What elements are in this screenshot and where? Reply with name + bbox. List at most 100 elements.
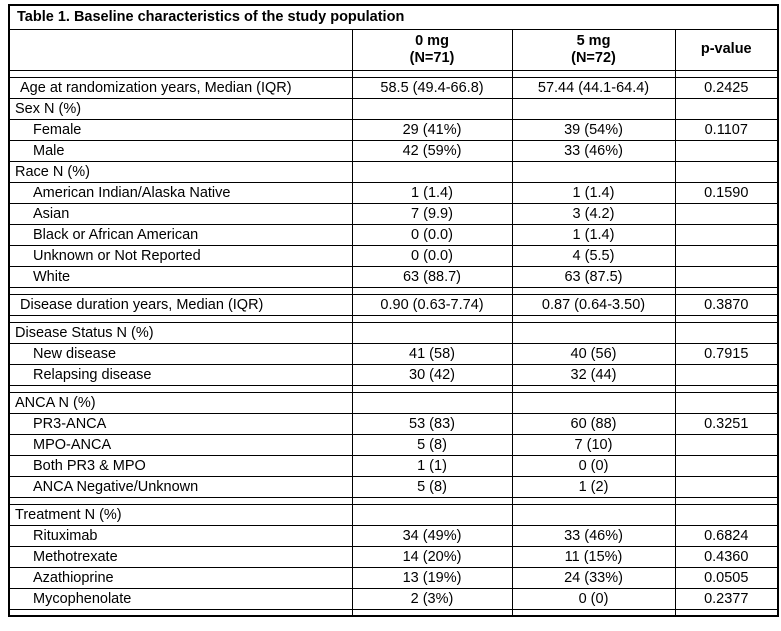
spacer-cell (8, 496, 353, 505)
value-5mg-cell: 57.44 (44.1-64.4) (511, 76, 676, 99)
value-0mg-cell (351, 503, 513, 526)
value-5mg-cell: 3 (4.2) (511, 202, 676, 225)
value-5mg-cell (511, 391, 676, 414)
spacer-row (8, 496, 779, 505)
p-value-cell (674, 244, 779, 267)
p-value-cell: 0.1107 (674, 118, 779, 141)
p-value-cell (674, 160, 779, 183)
p-value-cell: 0.3251 (674, 412, 779, 435)
spacer-row (8, 314, 779, 323)
value-5mg-cell: 0.87 (0.64-3.50) (511, 293, 676, 316)
row-label-cell: Unknown or Not Reported (8, 244, 353, 267)
baseline-characteristics-table: Table 1. Baseline characteristics of the… (8, 4, 779, 617)
spacer-cell (674, 314, 779, 323)
row-label-cell: Azathioprine (8, 566, 353, 589)
table-title: Table 1. Baseline characteristics of the… (8, 4, 779, 30)
spacer-cell (8, 384, 353, 393)
spacer-cell (351, 314, 513, 323)
row-label-cell: ANCA N (%) (8, 391, 353, 414)
column-header-5mg: 5 mg (N=72) (511, 28, 676, 71)
table-row: Azathioprine 13 (19%) 24 (33%) 0.0505 (8, 566, 779, 589)
table-row: Disease duration years, Median (IQR) 0.90… (8, 293, 779, 316)
column-header-5mg-dose: 5 mg (576, 32, 611, 49)
column-header-5mg-n: (N=72) (571, 49, 616, 66)
row-label-cell: Both PR3 & MPO (8, 454, 353, 477)
spacer-cell (8, 286, 353, 295)
row-label-cell: New disease (8, 342, 353, 365)
p-value-cell (674, 475, 779, 498)
spacer-cell (511, 496, 676, 505)
table-row: Methotrexate 14 (20%) 11 (15%) 0.4360 (8, 545, 779, 568)
row-label-cell: American Indian/Alaska Native (8, 181, 353, 204)
value-0mg-cell: 53 (83) (351, 412, 513, 435)
p-value-cell: 0.6824 (674, 524, 779, 547)
table-row: Relapsing disease 30 (42) 32 (44) (8, 363, 779, 386)
value-0mg-cell: 5 (8) (351, 433, 513, 456)
spacer-row (8, 608, 779, 617)
p-value-cell (674, 433, 779, 456)
row-label-cell: PR3-ANCA (8, 412, 353, 435)
row-label-cell: Disease duration years, Median (IQR) (8, 293, 353, 316)
value-5mg-cell: 1 (1.4) (511, 181, 676, 204)
p-value-cell: 0.3870 (674, 293, 779, 316)
table-body: Age at randomization years, Median (IQR)… (8, 69, 779, 617)
column-header-0mg-dose: 0 mg (415, 32, 449, 49)
p-value-cell (674, 503, 779, 526)
spacer-row (8, 69, 779, 78)
value-5mg-cell: 63 (87.5) (511, 265, 676, 288)
p-value-cell (674, 223, 779, 246)
spacer-cell (351, 69, 513, 78)
table-row: Unknown or Not Reported 0 (0.0) 4 (5.5) (8, 244, 779, 267)
p-value-cell (674, 454, 779, 477)
spacer-cell (674, 286, 779, 295)
value-0mg-cell (351, 97, 513, 120)
value-5mg-cell (511, 160, 676, 183)
value-5mg-cell: 11 (15%) (511, 545, 676, 568)
p-value-cell: 0.4360 (674, 545, 779, 568)
table-row: PR3-ANCA 53 (83) 60 (88) 0.3251 (8, 412, 779, 435)
table-row: American Indian/Alaska Native 1 (1.4) 1 (1… (8, 181, 779, 204)
value-5mg-cell: 7 (10) (511, 433, 676, 456)
table-row: Sex N (%) (8, 97, 779, 120)
value-5mg-cell (511, 503, 676, 526)
spacer-cell (351, 384, 513, 393)
row-label-cell: Rituximab (8, 524, 353, 547)
p-value-cell (674, 321, 779, 344)
table-row: New disease 41 (58) 40 (56) 0.7915 (8, 342, 779, 365)
column-header-pvalue: p-value (674, 28, 779, 71)
value-5mg-cell (511, 97, 676, 120)
value-5mg-cell: 32 (44) (511, 363, 676, 386)
column-header-row: 0 mg (N=71) 5 mg (N=72) p-value (8, 28, 779, 71)
row-label-cell: Treatment N (%) (8, 503, 353, 526)
row-label-cell: Female (8, 118, 353, 141)
row-label-cell: Sex N (%) (8, 97, 353, 120)
table-row: ANCA Negative/Unknown 5 (8) 1 (2) (8, 475, 779, 498)
value-0mg-cell: 14 (20%) (351, 545, 513, 568)
value-0mg-cell: 58.5 (49.4-66.8) (351, 76, 513, 99)
spacer-cell (8, 314, 353, 323)
value-5mg-cell: 33 (46%) (511, 524, 676, 547)
value-0mg-cell: 7 (9.9) (351, 202, 513, 225)
table-row: ANCA N (%) (8, 391, 779, 414)
p-value-cell: 0.2377 (674, 587, 779, 610)
value-0mg-cell: 0.90 (0.63-7.74) (351, 293, 513, 316)
p-value-cell (674, 265, 779, 288)
value-5mg-cell: 60 (88) (511, 412, 676, 435)
p-value-cell: 0.7915 (674, 342, 779, 365)
column-header-0mg: 0 mg (N=71) (351, 28, 513, 71)
value-0mg-cell: 63 (88.7) (351, 265, 513, 288)
table-row: Both PR3 & MPO 1 (1) 0 (0) (8, 454, 779, 477)
p-value-cell (674, 202, 779, 225)
value-0mg-cell: 0 (0.0) (351, 244, 513, 267)
p-value-cell: 0.1590 (674, 181, 779, 204)
value-0mg-cell (351, 160, 513, 183)
value-0mg-cell: 5 (8) (351, 475, 513, 498)
p-value-cell (674, 363, 779, 386)
value-0mg-cell: 41 (58) (351, 342, 513, 365)
value-5mg-cell: 40 (56) (511, 342, 676, 365)
p-value-cell (674, 97, 779, 120)
row-label-cell: Mycophenolate (8, 587, 353, 610)
value-0mg-cell: 34 (49%) (351, 524, 513, 547)
value-0mg-cell: 30 (42) (351, 363, 513, 386)
spacer-cell (674, 608, 779, 617)
